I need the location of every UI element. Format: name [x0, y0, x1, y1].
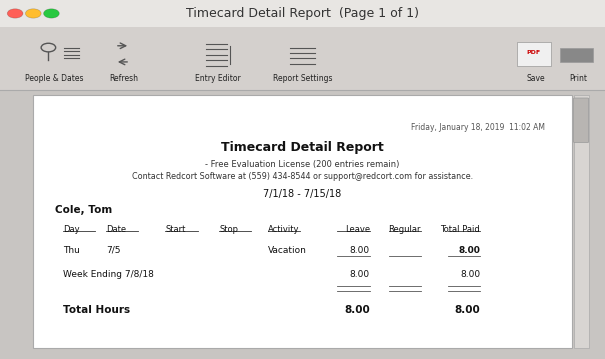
Text: Report Settings: Report Settings [273, 74, 332, 84]
Text: Stop: Stop [219, 225, 238, 234]
FancyBboxPatch shape [574, 98, 589, 143]
Text: 7/5: 7/5 [106, 246, 120, 255]
Text: 8.00: 8.00 [350, 246, 370, 255]
Text: Total Hours: Total Hours [63, 305, 130, 315]
Text: Timecard Detail Report: Timecard Detail Report [221, 141, 384, 154]
Text: Save: Save [526, 74, 544, 84]
Text: Regular: Regular [388, 225, 421, 234]
Text: 8.00: 8.00 [460, 270, 480, 279]
Text: 8.00: 8.00 [459, 246, 480, 255]
FancyBboxPatch shape [33, 95, 572, 348]
Text: Day: Day [63, 225, 79, 234]
Text: Entry Editor: Entry Editor [195, 74, 241, 84]
Text: Start: Start [165, 225, 186, 234]
Text: PDF: PDF [526, 51, 541, 55]
Text: Total Paid: Total Paid [440, 225, 480, 234]
Text: Timecard Detail Report  (Page 1 of 1): Timecard Detail Report (Page 1 of 1) [186, 7, 419, 20]
Text: Print: Print [569, 74, 587, 84]
Text: Thu: Thu [63, 246, 80, 255]
FancyBboxPatch shape [517, 42, 551, 65]
Text: Refresh: Refresh [110, 74, 139, 84]
FancyBboxPatch shape [0, 0, 605, 27]
Text: Friday, January 18, 2019  11:02 AM: Friday, January 18, 2019 11:02 AM [411, 123, 544, 132]
Text: Cole, Tom: Cole, Tom [55, 205, 112, 215]
FancyBboxPatch shape [574, 95, 589, 348]
Text: Vacation: Vacation [267, 246, 306, 255]
Text: Contact Redcort Software at (559) 434-8544 or support@redcort.com for assistance: Contact Redcort Software at (559) 434-85… [132, 172, 473, 181]
Text: People & Dates: People & Dates [25, 74, 83, 84]
Circle shape [7, 9, 23, 18]
Circle shape [44, 9, 59, 18]
FancyBboxPatch shape [0, 27, 605, 90]
Circle shape [25, 9, 41, 18]
FancyBboxPatch shape [560, 47, 593, 62]
Text: 7/1/18 - 7/15/18: 7/1/18 - 7/15/18 [263, 189, 342, 199]
Text: 8.00: 8.00 [344, 305, 370, 315]
Text: Leave: Leave [345, 225, 370, 234]
Text: Week Ending 7/8/18: Week Ending 7/8/18 [63, 270, 154, 279]
Text: - Free Evaluation License (200 entries remain): - Free Evaluation License (200 entries r… [205, 160, 400, 169]
Text: 8.00: 8.00 [350, 270, 370, 279]
Text: Activity: Activity [267, 225, 299, 234]
Text: 8.00: 8.00 [454, 305, 480, 315]
Text: Date: Date [106, 225, 126, 234]
